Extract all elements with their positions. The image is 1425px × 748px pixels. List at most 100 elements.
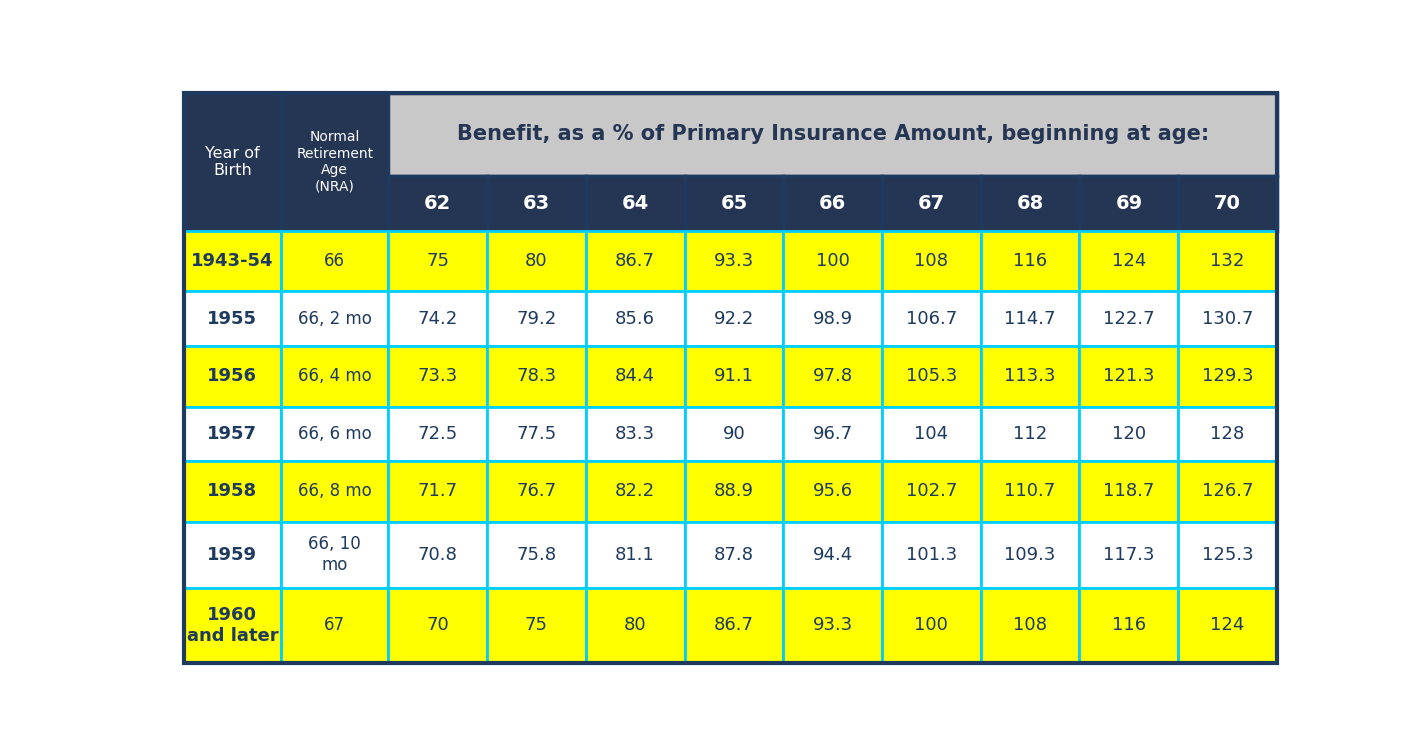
Text: 86.7: 86.7 bbox=[714, 616, 754, 634]
FancyBboxPatch shape bbox=[281, 346, 388, 407]
Text: Benefit, as a % of Primary Insurance Amount, beginning at age:: Benefit, as a % of Primary Insurance Amo… bbox=[456, 124, 1208, 144]
FancyBboxPatch shape bbox=[487, 462, 586, 522]
Text: 66: 66 bbox=[819, 194, 846, 213]
FancyBboxPatch shape bbox=[586, 177, 684, 231]
FancyBboxPatch shape bbox=[684, 177, 784, 231]
FancyBboxPatch shape bbox=[1080, 462, 1178, 522]
FancyBboxPatch shape bbox=[980, 462, 1080, 522]
FancyBboxPatch shape bbox=[487, 522, 586, 588]
FancyBboxPatch shape bbox=[388, 346, 487, 407]
Text: 130.7: 130.7 bbox=[1201, 310, 1254, 328]
FancyBboxPatch shape bbox=[586, 588, 684, 663]
FancyBboxPatch shape bbox=[980, 231, 1080, 292]
FancyBboxPatch shape bbox=[1080, 588, 1178, 663]
Text: 85.6: 85.6 bbox=[616, 310, 656, 328]
FancyBboxPatch shape bbox=[184, 292, 281, 346]
FancyBboxPatch shape bbox=[388, 407, 487, 462]
Text: 66, 4 mo: 66, 4 mo bbox=[298, 367, 372, 385]
Text: 86.7: 86.7 bbox=[616, 252, 656, 270]
FancyBboxPatch shape bbox=[184, 522, 281, 588]
Text: 132: 132 bbox=[1210, 252, 1245, 270]
FancyBboxPatch shape bbox=[184, 231, 281, 292]
Text: 1958: 1958 bbox=[208, 482, 258, 500]
Text: 94.4: 94.4 bbox=[812, 546, 852, 564]
Text: 125.3: 125.3 bbox=[1201, 546, 1254, 564]
FancyBboxPatch shape bbox=[281, 462, 388, 522]
FancyBboxPatch shape bbox=[980, 407, 1080, 462]
FancyBboxPatch shape bbox=[184, 93, 281, 231]
FancyBboxPatch shape bbox=[184, 346, 281, 407]
FancyBboxPatch shape bbox=[1178, 462, 1277, 522]
FancyBboxPatch shape bbox=[1080, 346, 1178, 407]
Text: 124: 124 bbox=[1112, 252, 1146, 270]
Text: 114.7: 114.7 bbox=[1005, 310, 1056, 328]
Text: 97.8: 97.8 bbox=[812, 367, 852, 385]
Text: 109.3: 109.3 bbox=[1005, 546, 1056, 564]
FancyBboxPatch shape bbox=[882, 346, 980, 407]
FancyBboxPatch shape bbox=[980, 177, 1080, 231]
Text: 93.3: 93.3 bbox=[714, 252, 754, 270]
Text: 120: 120 bbox=[1112, 425, 1146, 443]
Text: 83.3: 83.3 bbox=[616, 425, 656, 443]
Text: 88.9: 88.9 bbox=[714, 482, 754, 500]
Text: 62: 62 bbox=[425, 194, 452, 213]
FancyBboxPatch shape bbox=[684, 407, 784, 462]
Text: 66, 10
mo: 66, 10 mo bbox=[308, 536, 361, 574]
Text: 66, 6 mo: 66, 6 mo bbox=[298, 425, 372, 443]
FancyBboxPatch shape bbox=[882, 407, 980, 462]
Text: 70.8: 70.8 bbox=[418, 546, 457, 564]
FancyBboxPatch shape bbox=[1178, 177, 1277, 231]
Text: 63: 63 bbox=[523, 194, 550, 213]
FancyBboxPatch shape bbox=[1080, 292, 1178, 346]
Text: 66: 66 bbox=[325, 252, 345, 270]
Text: 76.7: 76.7 bbox=[516, 482, 556, 500]
FancyBboxPatch shape bbox=[281, 522, 388, 588]
FancyBboxPatch shape bbox=[784, 292, 882, 346]
Text: 91.1: 91.1 bbox=[714, 367, 754, 385]
Text: 1943-54: 1943-54 bbox=[191, 252, 274, 270]
FancyBboxPatch shape bbox=[487, 231, 586, 292]
Text: 1955: 1955 bbox=[208, 310, 258, 328]
FancyBboxPatch shape bbox=[1178, 292, 1277, 346]
FancyBboxPatch shape bbox=[882, 177, 980, 231]
FancyBboxPatch shape bbox=[487, 346, 586, 407]
Text: Year of
Birth: Year of Birth bbox=[205, 146, 259, 178]
Text: 92.2: 92.2 bbox=[714, 310, 754, 328]
Text: 70: 70 bbox=[1214, 194, 1241, 213]
FancyBboxPatch shape bbox=[684, 231, 784, 292]
Text: 100: 100 bbox=[915, 616, 948, 634]
Text: 128: 128 bbox=[1210, 425, 1244, 443]
Text: 68: 68 bbox=[1016, 194, 1043, 213]
FancyBboxPatch shape bbox=[586, 522, 684, 588]
Text: 80: 80 bbox=[624, 616, 647, 634]
FancyBboxPatch shape bbox=[388, 93, 1277, 177]
Text: 116: 116 bbox=[1013, 252, 1047, 270]
Text: 102.7: 102.7 bbox=[906, 482, 958, 500]
FancyBboxPatch shape bbox=[1178, 231, 1277, 292]
FancyBboxPatch shape bbox=[980, 522, 1080, 588]
FancyBboxPatch shape bbox=[586, 346, 684, 407]
Text: 73.3: 73.3 bbox=[418, 367, 457, 385]
FancyBboxPatch shape bbox=[388, 231, 487, 292]
FancyBboxPatch shape bbox=[487, 292, 586, 346]
Text: 113.3: 113.3 bbox=[1005, 367, 1056, 385]
Text: 98.9: 98.9 bbox=[812, 310, 852, 328]
Text: 121.3: 121.3 bbox=[1103, 367, 1154, 385]
Text: 100: 100 bbox=[815, 252, 849, 270]
FancyBboxPatch shape bbox=[487, 407, 586, 462]
Text: 79.2: 79.2 bbox=[516, 310, 557, 328]
FancyBboxPatch shape bbox=[388, 522, 487, 588]
FancyBboxPatch shape bbox=[784, 588, 882, 663]
Text: 124: 124 bbox=[1210, 616, 1245, 634]
Text: 118.7: 118.7 bbox=[1103, 482, 1154, 500]
Text: 96.7: 96.7 bbox=[812, 425, 852, 443]
FancyBboxPatch shape bbox=[684, 522, 784, 588]
FancyBboxPatch shape bbox=[882, 588, 980, 663]
Text: 90: 90 bbox=[722, 425, 745, 443]
Text: 108: 108 bbox=[915, 252, 949, 270]
Text: 129.3: 129.3 bbox=[1201, 367, 1254, 385]
Text: 72.5: 72.5 bbox=[418, 425, 457, 443]
FancyBboxPatch shape bbox=[388, 177, 487, 231]
Text: 65: 65 bbox=[720, 194, 748, 213]
Text: 70: 70 bbox=[426, 616, 449, 634]
